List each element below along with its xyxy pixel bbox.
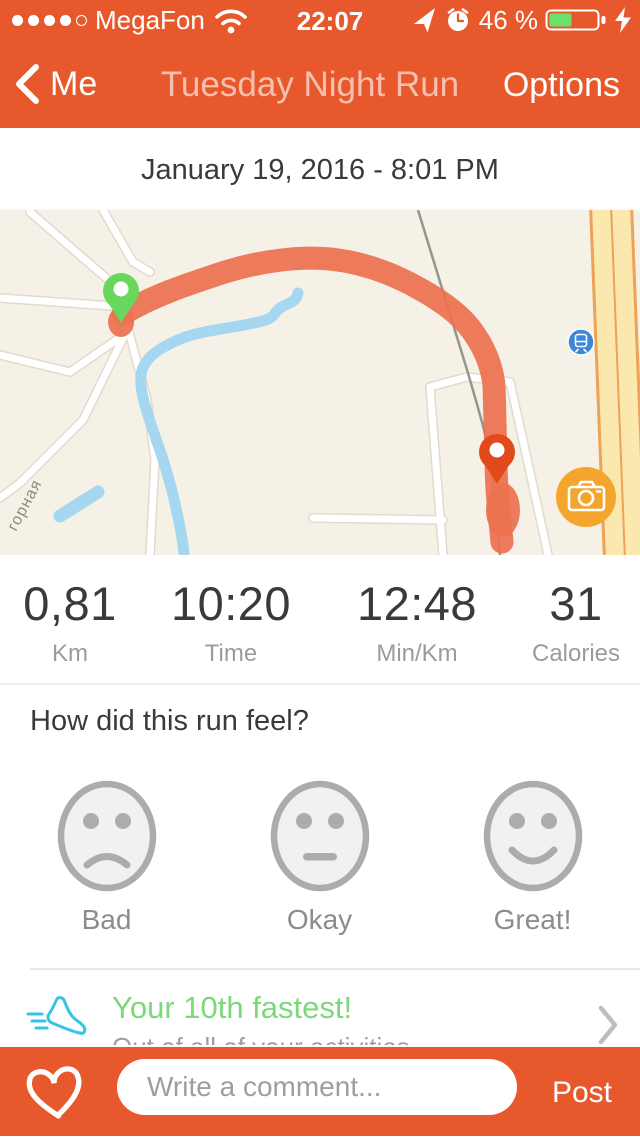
battery-percent: 46 % [478, 4, 538, 35]
back-button[interactable]: Me [14, 40, 97, 128]
achievement-title: Your 10th fastest! [112, 990, 353, 1025]
mood-bad-button[interactable]: Bad [0, 780, 213, 936]
comment-pill [117, 1059, 517, 1115]
running-shoe-icon [26, 996, 87, 1035]
options-button[interactable]: Options [502, 66, 620, 104]
divider [30, 968, 640, 970]
pace-value: 12:48 [356, 577, 478, 630]
train-station-icon [567, 328, 595, 356]
achievement-subtitle-clipped: Out of all of your activities [112, 1032, 410, 1045]
feel-section: How did this run feel? Bad Okay [0, 683, 640, 968]
stat-distance: 0,81 Km [0, 555, 140, 683]
calories-label: Calories [531, 640, 621, 667]
stat-time: 10:20 Time [140, 555, 322, 683]
mood-bad-label: Bad [81, 904, 132, 935]
map-roads [0, 210, 553, 555]
end-pin-icon [479, 434, 515, 484]
carrier-label: MegaFon [95, 4, 205, 35]
comment-input[interactable] [117, 1059, 517, 1115]
calories-value: 31 [549, 577, 603, 630]
back-button-label: Me [50, 64, 98, 103]
wifi-icon [215, 9, 247, 34]
stats-row: 0,81 Km 10:20 Time 12:48 Min/Km 31 Calor… [0, 555, 640, 683]
heart-icon[interactable] [24, 1061, 86, 1123]
mood-great-button[interactable]: Great! [426, 780, 639, 936]
comment-bar: Post [0, 1047, 640, 1136]
distance-label: Km [52, 640, 88, 667]
page-title: Tuesday Night Run [160, 65, 460, 104]
battery-icon [545, 9, 606, 31]
mood-okay-button[interactable]: Okay [213, 780, 426, 936]
post-button[interactable]: Post [551, 1076, 612, 1109]
stat-calories: 31 Calories [512, 555, 640, 683]
location-arrow-icon [413, 8, 435, 33]
time-label: Time [204, 640, 258, 667]
status-time: 22:07 [296, 6, 364, 36]
neutral-face-icon [270, 780, 369, 892]
achievement-banner[interactable]: Your 10th fastest! Out of all of your ac… [0, 968, 640, 1047]
back-chevron-icon [16, 64, 39, 104]
map-canvas[interactable]: горная [0, 210, 640, 555]
distance-value: 0,81 [23, 577, 117, 630]
status-bar: MegaFon 22:07 46 % [0, 0, 640, 40]
mood-okay-label: Okay [286, 904, 353, 935]
start-pin-icon [103, 273, 139, 323]
date-bar: January 19, 2016 - 8:01 PM [0, 128, 640, 210]
time-value: 10:20 [170, 577, 292, 630]
sad-face-icon [57, 780, 156, 892]
mood-great-label: Great! [493, 904, 572, 935]
stat-pace: 12:48 Min/Km [322, 555, 512, 683]
pace-label: Min/Km [376, 640, 458, 667]
activity-date: January 19, 2016 - 8:01 PM [141, 154, 499, 186]
highway [589, 210, 640, 555]
charging-bolt-icon [615, 7, 631, 33]
camera-button[interactable] [556, 467, 616, 527]
alarm-clock-icon [447, 8, 469, 31]
feel-question: How did this run feel? [30, 705, 309, 737]
nav-bar: Me Tuesday Night Run Options [0, 40, 640, 128]
river [53, 287, 304, 555]
happy-face-icon [483, 780, 582, 892]
signal-dots-icon [12, 14, 87, 26]
chevron-right-icon [598, 1005, 618, 1045]
